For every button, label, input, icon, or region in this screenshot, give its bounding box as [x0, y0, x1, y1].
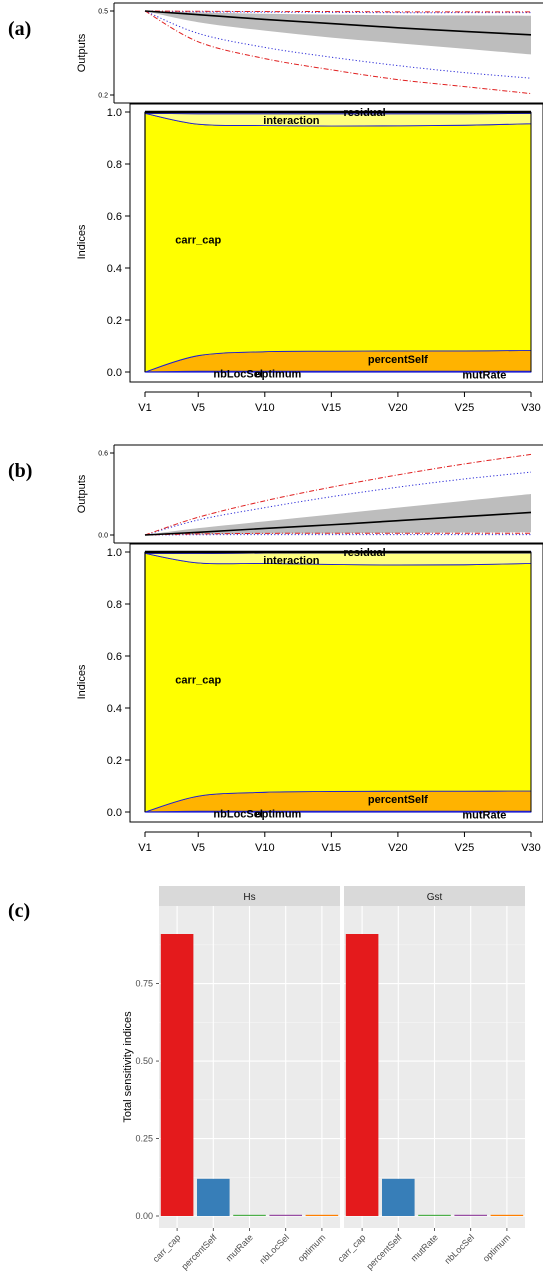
indices-ytick-label-b-2: 0.4 [107, 703, 122, 715]
outputs-mean-line-b [144, 511, 532, 536]
panel-label-c: (c) [8, 900, 31, 922]
indices-ytick-label-b-0: 0.0 [107, 807, 122, 819]
outputs-ytick-label-a-0: 0.2 [98, 93, 108, 100]
bar-hs-mutrate [233, 1214, 266, 1216]
xtick-label-hs-0: carr_cap [151, 1232, 183, 1264]
facet-title-hs: Hs [243, 892, 255, 903]
indices-xtick-label-b-2: V10 [255, 842, 275, 854]
bar-ytick-label-0: 0.00 [135, 1211, 153, 1221]
facet-strip-gst [344, 886, 525, 906]
indices-ytick-label-a-0: 0.0 [107, 367, 122, 379]
panel-label-b: (b) [8, 460, 33, 482]
bar-gst-nblocsel [454, 1214, 487, 1216]
bar-ytick-label-2: 0.50 [135, 1056, 153, 1066]
panel-label-a: (a) [8, 18, 32, 40]
bar-gst-mutrate [418, 1214, 451, 1216]
outputs-blue-dotted-upper-b [144, 471, 532, 536]
xtick-label-gst-4: optimum [481, 1232, 512, 1263]
outputs-red-dashdot-upper-a [144, 10, 531, 13]
xtick-label-hs-3: nbLocSel [258, 1232, 292, 1266]
xtick-label-gst-2: mutRate [409, 1232, 440, 1263]
indices-ytick-label-a-3: 0.6 [107, 211, 122, 223]
indices-xtick-label-b-5: V25 [455, 842, 475, 854]
xtick-label-gst-0: carr_cap [336, 1232, 368, 1264]
indices-xtick-label-a-2: V10 [255, 402, 275, 414]
indices-label-percentself-b: percentSelf [368, 794, 428, 806]
indices-xtick-label-a-4: V20 [388, 402, 408, 414]
indices-ytick-label-b-5: 1.0 [107, 547, 122, 559]
indices-area-interaction-b [144, 552, 532, 566]
outputs-ytick-label-b-1: 0.6 [98, 451, 108, 458]
indices-label-interaction-b: interaction [263, 555, 320, 567]
outputs-ytick-label-b-0: 0.0 [98, 533, 108, 540]
indices-ytick-label-b-3: 0.6 [107, 651, 122, 663]
indices-ylabel-a: Indices [76, 224, 88, 259]
bar-gst-percentself [382, 1178, 415, 1216]
indices-label-residual-a: residual [344, 107, 386, 119]
indices-ytick-label-a-2: 0.4 [107, 263, 122, 275]
indices-xtick-label-b-1: V5 [192, 842, 205, 854]
outputs-ylabel-a: Outputs [76, 33, 88, 72]
bar-hs-optimum [305, 1214, 339, 1216]
bar-hs-carr-cap [160, 934, 194, 1216]
indices-label-mutrate-b: mutRate [462, 810, 506, 822]
outputs-red-dashdot-lower-b [144, 532, 531, 536]
indices-ytick-label-b-4: 0.8 [107, 599, 122, 611]
indices-label-optimum-b: optimum [255, 808, 302, 820]
outputs-red-dashdot-lower-a [144, 10, 532, 95]
outputs-blue-dotted-lower-a [144, 10, 532, 79]
bar-ylabel: Total sensitivity indices [122, 1011, 134, 1123]
indices-ytick-label-a-4: 0.8 [107, 159, 122, 171]
bar-gst-optimum [490, 1214, 524, 1216]
indices-label-residual-b: residual [344, 547, 386, 559]
bar-hs-nblocsel [269, 1214, 302, 1216]
indices-ylabel-b: Indices [76, 664, 88, 699]
indices-label-mutrate-a: mutRate [462, 370, 506, 382]
indices-xtick-label-a-0: V1 [138, 402, 151, 414]
indices-xtick-label-b-4: V20 [388, 842, 408, 854]
xtick-label-hs-4: optimum [296, 1232, 327, 1263]
indices-label-nblocsel-b: nbLocSel [213, 808, 263, 820]
indices-xtick-label-a-5: V25 [455, 402, 475, 414]
indices-label-carr-cap-a: carr_cap [175, 234, 221, 246]
bar-ytick-label-1: 0.25 [135, 1134, 153, 1144]
indices-xtick-label-b-3: V15 [322, 842, 342, 854]
xtick-label-gst-3: nbLocSel [443, 1232, 477, 1266]
xtick-label-hs-2: mutRate [224, 1232, 255, 1263]
facet-title-gst: Gst [427, 892, 443, 903]
indices-ytick-label-b-1: 0.2 [107, 755, 122, 767]
indices-xtick-label-a-3: V15 [322, 402, 342, 414]
indices-label-interaction-a: interaction [263, 115, 320, 127]
outputs-band-b [145, 494, 531, 535]
indices-label-optimum-a: optimum [255, 368, 302, 380]
facet-strip-hs [159, 886, 340, 906]
indices-xtick-label-b-0: V1 [138, 842, 151, 854]
indices-label-nblocsel-a: nbLocSel [213, 368, 263, 380]
outputs-ylabel-b: Outputs [76, 474, 88, 513]
outputs-mean-line-a [144, 10, 532, 36]
indices-label-carr-cap-b: carr_cap [175, 674, 221, 686]
bar-ytick-label-3: 0.75 [135, 979, 153, 989]
indices-xtick-label-a-6: V30 [521, 402, 541, 414]
outputs-band-a [145, 11, 531, 55]
outputs-ytick-label-a-1: 0.5 [98, 9, 108, 16]
bar-hs-percentself [197, 1178, 230, 1216]
indices-label-percentself-a: percentSelf [368, 354, 428, 366]
xtick-label-gst-1: percentSelf [364, 1232, 404, 1272]
bar-gst-carr-cap [345, 934, 379, 1216]
indices-xtick-label-b-6: V30 [521, 842, 541, 854]
indices-xtick-label-a-1: V5 [192, 402, 205, 414]
outputs-red-dashdot-upper-b [144, 453, 532, 536]
indices-ytick-label-a-5: 1.0 [107, 107, 122, 119]
xtick-label-hs-1: percentSelf [179, 1232, 219, 1272]
indices-area-interaction-a [144, 112, 532, 127]
indices-ytick-label-a-1: 0.2 [107, 315, 122, 327]
